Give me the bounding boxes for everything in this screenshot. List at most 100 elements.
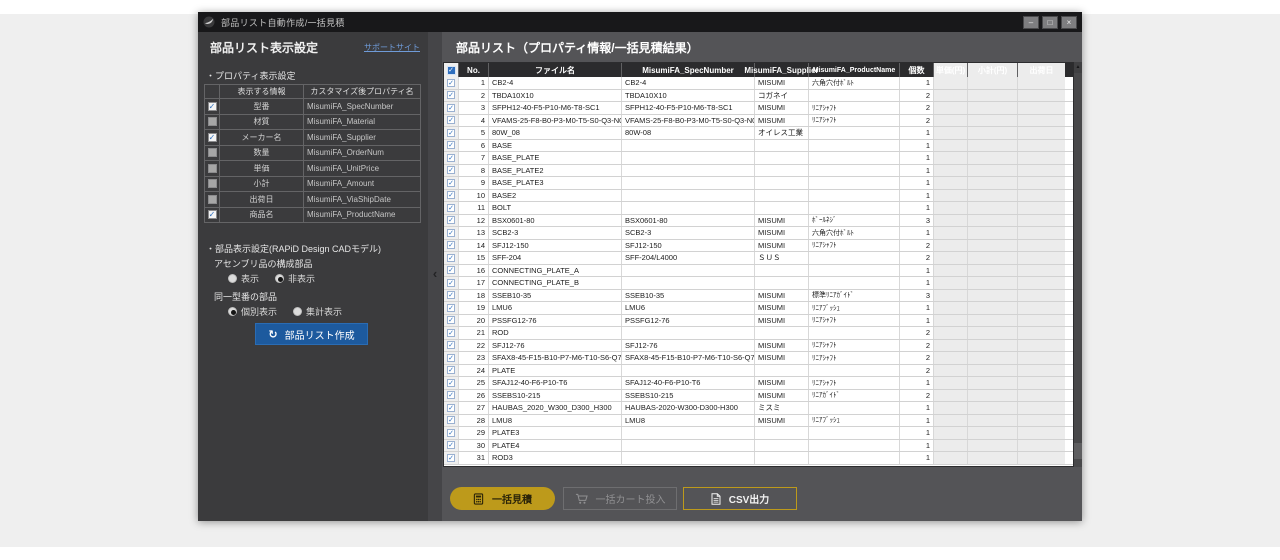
table-row: ✓ 30 PLATE4 1: [444, 439, 1073, 452]
property-checkbox[interactable]: ✓: [207, 210, 217, 220]
row-checkbox[interactable]: ✓: [447, 353, 455, 362]
radio-aggregate[interactable]: 集計表示: [293, 305, 342, 318]
create-parts-list-button[interactable]: ↻ 部品リスト作成: [255, 323, 368, 345]
cell-file: TBDA10X10: [489, 89, 622, 101]
row-checkbox[interactable]: ✓: [447, 78, 455, 87]
cell-no: 3: [459, 102, 489, 114]
cell-qty: 1: [900, 277, 934, 289]
cell-ship-date: [1018, 314, 1065, 326]
property-checkbox[interactable]: ✓: [207, 101, 217, 111]
property-checkbox[interactable]: ✓: [207, 163, 217, 173]
row-checkbox[interactable]: ✓: [447, 228, 455, 237]
row-checkbox[interactable]: ✓: [447, 341, 455, 350]
cell-unit-price: [934, 389, 968, 401]
row-checkbox[interactable]: ✓: [447, 266, 455, 275]
row-checkbox[interactable]: ✓: [447, 328, 455, 337]
cell-unit-price: [934, 289, 968, 301]
csv-export-button[interactable]: CSV出力: [683, 487, 797, 510]
row-checkbox[interactable]: ✓: [447, 403, 455, 412]
row-checkbox[interactable]: ✓: [447, 416, 455, 425]
scroll-up-arrow-icon[interactable]: ▲: [1074, 62, 1082, 73]
row-checkbox[interactable]: ✓: [447, 366, 455, 375]
row-checkbox[interactable]: ✓: [447, 428, 455, 437]
cell-supplier: MISUMI: [755, 289, 809, 301]
bulk-quote-button[interactable]: 一括見積: [450, 487, 555, 510]
cell-spec: [622, 439, 755, 451]
cell-unit-price: [934, 264, 968, 276]
row-checkbox[interactable]: ✓: [447, 153, 455, 162]
cell-subtotal: [968, 452, 1018, 464]
cell-spec: SFAX8-45-F15-B10-P7-M6-T10-S6-Q7-N6: [622, 352, 755, 364]
row-checkbox[interactable]: ✓: [447, 441, 455, 450]
property-checkbox[interactable]: ✓: [207, 117, 217, 127]
row-checkbox[interactable]: ✓: [447, 378, 455, 387]
table-row: ✓ 14 SFJ12-150 SFJ12-150 MISUMI ﾘﾆｱｼｬﾌﾄ …: [444, 239, 1073, 252]
cell-file: SFJ12-76: [489, 339, 622, 351]
cell-unit-price: [934, 227, 968, 239]
row-checkbox[interactable]: ✓: [447, 278, 455, 287]
support-site-link[interactable]: サポートサイト: [364, 43, 420, 52]
row-checkbox[interactable]: ✓: [447, 241, 455, 250]
radio-dot: [275, 274, 285, 283]
row-checkbox[interactable]: ✓: [447, 191, 455, 200]
cell-supplier: MISUMI: [755, 414, 809, 426]
radio-individual[interactable]: 個別表示: [228, 305, 277, 318]
cell-unit-price: [934, 202, 968, 214]
row-checkbox[interactable]: ✓: [447, 141, 455, 150]
property-custom-name: MisumiFA_ProductName: [307, 210, 396, 220]
bulk-cart-button[interactable]: 一括カート投入: [563, 487, 677, 510]
property-row: ✓ 単価 MisumiFA_UnitPrice: [205, 161, 420, 177]
cell-product: [809, 427, 900, 439]
row-checkbox[interactable]: ✓: [447, 128, 455, 137]
row-checkbox[interactable]: ✓: [447, 291, 455, 300]
row-checkbox[interactable]: ✓: [447, 391, 455, 400]
property-label: 数量: [220, 145, 304, 160]
cell-no: 31: [459, 452, 489, 464]
cell-qty: 1: [900, 164, 934, 176]
title-bar: 部品リスト自動作成/一括見積 – □ ×: [198, 12, 1082, 32]
header-qty: 個数: [900, 63, 934, 77]
table-row: ✓ 4 VFAMS-25-F8-B0-P3-M0-T5-S0-Q3-N0 VFA…: [444, 114, 1073, 127]
row-checkbox[interactable]: ✓: [447, 91, 455, 100]
cell-spec: 80W-08: [622, 127, 755, 139]
property-checkbox[interactable]: ✓: [207, 148, 217, 158]
row-checkbox[interactable]: ✓: [447, 316, 455, 325]
radio-show[interactable]: 表示: [228, 272, 259, 285]
row-checkbox[interactable]: ✓: [447, 116, 455, 125]
cell-no: 21: [459, 327, 489, 339]
cell-spec: SSEB10-35: [622, 289, 755, 301]
vertical-scrollbar[interactable]: ▲: [1074, 62, 1082, 467]
property-label: 型番: [220, 99, 304, 114]
property-checkbox[interactable]: ✓: [207, 194, 217, 204]
row-checkbox[interactable]: ✓: [447, 166, 455, 175]
row-checkbox[interactable]: ✓: [447, 303, 455, 312]
app-logo-icon: [203, 16, 215, 28]
row-checkbox[interactable]: ✓: [447, 216, 455, 225]
cell-spec: [622, 327, 755, 339]
cell-unit-price: [934, 89, 968, 101]
cell-product: [809, 139, 900, 151]
table-row: ✓ 29 PLATE3 1: [444, 427, 1073, 440]
table-row: ✓ 27 HAUBAS_2020_W300_D300_H300 HAUBAS-2…: [444, 402, 1073, 415]
table-row: ✓ 17 CONNECTING_PLATE_B 1: [444, 277, 1073, 290]
cell-qty: 3: [900, 214, 934, 226]
collapse-chevron-icon[interactable]: ‹: [432, 266, 438, 281]
row-checkbox[interactable]: ✓: [447, 103, 455, 112]
property-checkbox[interactable]: ✓: [207, 132, 217, 142]
cell-qty: 2: [900, 102, 934, 114]
radio-hide[interactable]: 非表示: [275, 272, 315, 285]
row-checkbox[interactable]: ✓: [447, 178, 455, 187]
cell-qty: 1: [900, 264, 934, 276]
select-all-checkbox[interactable]: ✓: [446, 65, 456, 75]
close-button[interactable]: ×: [1061, 15, 1077, 29]
property-header-check-cell: [205, 85, 220, 98]
row-checkbox[interactable]: ✓: [447, 453, 455, 462]
maximize-button[interactable]: □: [1042, 15, 1058, 29]
property-checkbox[interactable]: ✓: [207, 179, 217, 189]
scrollbar-thumb[interactable]: [1074, 443, 1082, 459]
row-checkbox[interactable]: ✓: [447, 253, 455, 262]
cell-file: LMU6: [489, 302, 622, 314]
row-checkbox[interactable]: ✓: [447, 203, 455, 212]
cell-ship-date: [1018, 327, 1065, 339]
minimize-button[interactable]: –: [1023, 15, 1039, 29]
